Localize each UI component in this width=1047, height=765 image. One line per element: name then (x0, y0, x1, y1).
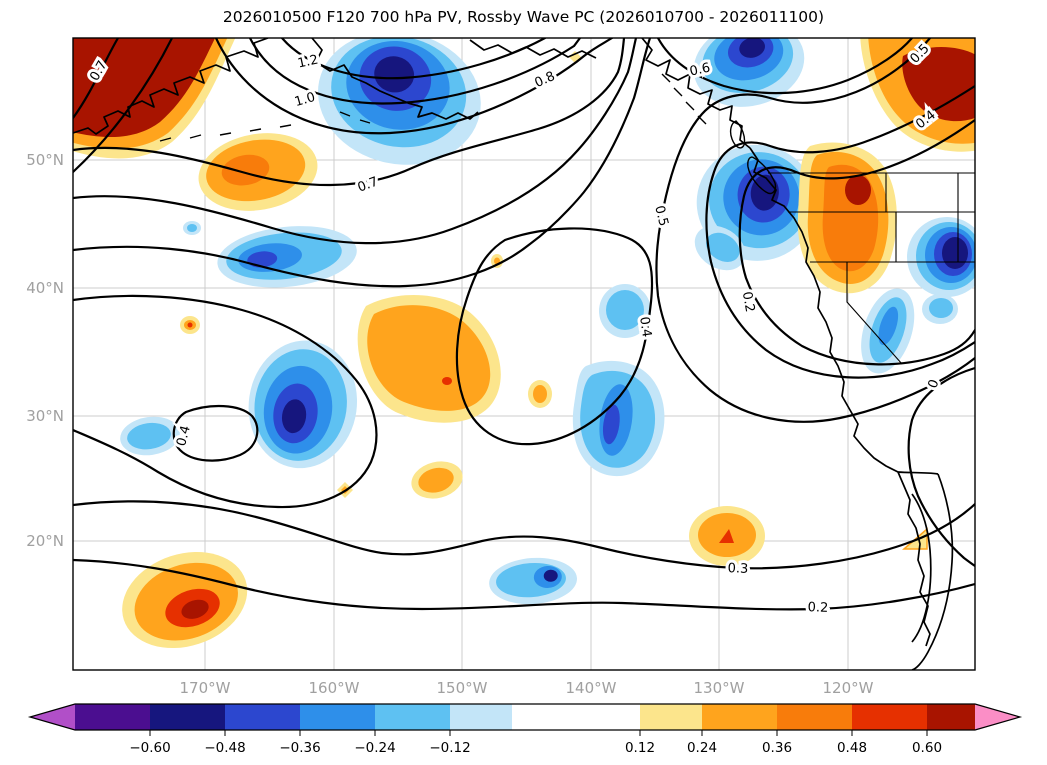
lat-tick-label: 40°N (26, 279, 64, 297)
colorbar-segment (300, 704, 375, 730)
contour-label-group: 0.7 1.2 1.0 0.8 0.6 0.5 0.4 0.7 0.5 0.4 … (84, 38, 945, 619)
lon-tick-label: 140°W (566, 679, 617, 697)
baja-california-coast (897, 471, 931, 647)
alaska-west-coast (73, 38, 269, 135)
contour-label: 0.7 (356, 174, 381, 195)
colorbar-tick-label: 0.48 (837, 740, 867, 756)
colorbar-tick-label: −0.24 (354, 740, 395, 756)
colorbar-tick-labels: −0.60 −0.48 −0.36 −0.24 −0.12 0.12 0.24 … (129, 740, 942, 756)
positive-anomalies (73, 38, 975, 649)
colorbar-tickmarks (149, 730, 928, 736)
alaska-peninsula-coast (311, 38, 479, 120)
colorbar: −0.60 −0.48 −0.36 −0.24 −0.12 0.12 0.24 … (27, 703, 1023, 756)
colorbar-tick-label: 0.12 (625, 740, 655, 756)
colorbar-tick-label: 0.36 (762, 740, 792, 756)
colorbar-tick-label: −0.60 (129, 740, 170, 756)
contour-label: 0.2 (739, 291, 757, 314)
colorbar-segment (375, 704, 450, 730)
contour-line (73, 38, 120, 120)
coastlines (73, 38, 975, 670)
colorbar-segment (852, 704, 927, 730)
contour-line (655, 38, 975, 423)
negative-anomalies (120, 38, 975, 605)
contour-line (73, 38, 174, 174)
colorbar-tick-label: −0.48 (204, 740, 245, 756)
gulf-of-california-coast (911, 493, 932, 643)
colorbar-segment (777, 704, 852, 730)
colorbar-segment (512, 704, 640, 730)
contour-label: 0.5 (651, 204, 671, 228)
contour-line (280, 38, 547, 80)
longitude-labels: 170°W 160°W 150°W 140°W 130°W 120°W (180, 679, 874, 697)
contour-label: 0.8 (533, 69, 558, 91)
colorbar-segment (225, 704, 300, 730)
lon-tick-label: 120°W (823, 679, 874, 697)
colorbar-over-arrow (975, 704, 1020, 730)
vancouver-island (747, 156, 777, 195)
colorbar-tick-label: −0.12 (429, 740, 470, 756)
contour-line (73, 38, 638, 245)
contour-label: 0 (926, 378, 943, 391)
colorbar-segment (702, 704, 777, 730)
colorbar-tick-label: 0.24 (687, 740, 717, 756)
contour-label: 1.2 (296, 53, 319, 72)
contour-line (73, 500, 975, 570)
colorbar-segment (927, 704, 975, 730)
aleutian-islands (159, 111, 371, 142)
lat-tick-label: 50°N (26, 151, 64, 169)
colorbar-segment (450, 704, 512, 730)
colorbar-under-arrow (30, 704, 75, 730)
chart-title: 2026010500 F120 700 hPa PV, Rossby Wave … (222, 8, 825, 26)
contour-lines (73, 38, 975, 611)
contour-line (248, 38, 582, 105)
latitude-labels: 50°N 40°N 30°N 20°N (26, 151, 64, 550)
contour-line (907, 366, 975, 568)
colorbar-segment (150, 704, 225, 730)
lon-tick-label: 150°W (437, 679, 488, 697)
lat-tick-label: 30°N (26, 407, 64, 425)
contour-label: 1.0 (293, 90, 317, 110)
contour-label: 0.3 (727, 561, 748, 577)
gulf-head-coast (897, 471, 939, 475)
contour-label: 0.4 (636, 316, 654, 339)
contour-line (172, 404, 259, 462)
contour-line (705, 84, 975, 379)
colorbar-tick-label: −0.36 (279, 740, 320, 756)
lon-tick-label: 170°W (180, 679, 231, 697)
contour-line (73, 38, 626, 187)
colorbar-tick-label: 0.60 (912, 740, 942, 756)
southeast-alaska-coast (641, 38, 751, 149)
contour-line (656, 38, 914, 95)
contour-line (738, 118, 975, 366)
north-america-west-coast (749, 147, 899, 473)
colorbar-outline (27, 703, 1023, 731)
contour-line (73, 294, 378, 509)
contour-line (214, 38, 614, 135)
contour-label: 0.2 (807, 600, 828, 616)
plot-frame (72, 37, 976, 671)
lon-tick-label: 130°W (694, 679, 745, 697)
contour-line (73, 558, 975, 611)
contour-line (455, 227, 654, 446)
colorbar-segment (75, 704, 150, 730)
lat-tick-label: 20°N (26, 532, 64, 550)
mexico-mainland-coast (911, 473, 954, 670)
alexander-archipelago-islands (661, 73, 707, 125)
colorbar-segment (640, 704, 702, 730)
contour-line (73, 38, 652, 288)
lon-tick-label: 160°W (309, 679, 360, 697)
south-central-alaska-coast (469, 39, 597, 59)
haida-gwaii-island (729, 120, 746, 149)
